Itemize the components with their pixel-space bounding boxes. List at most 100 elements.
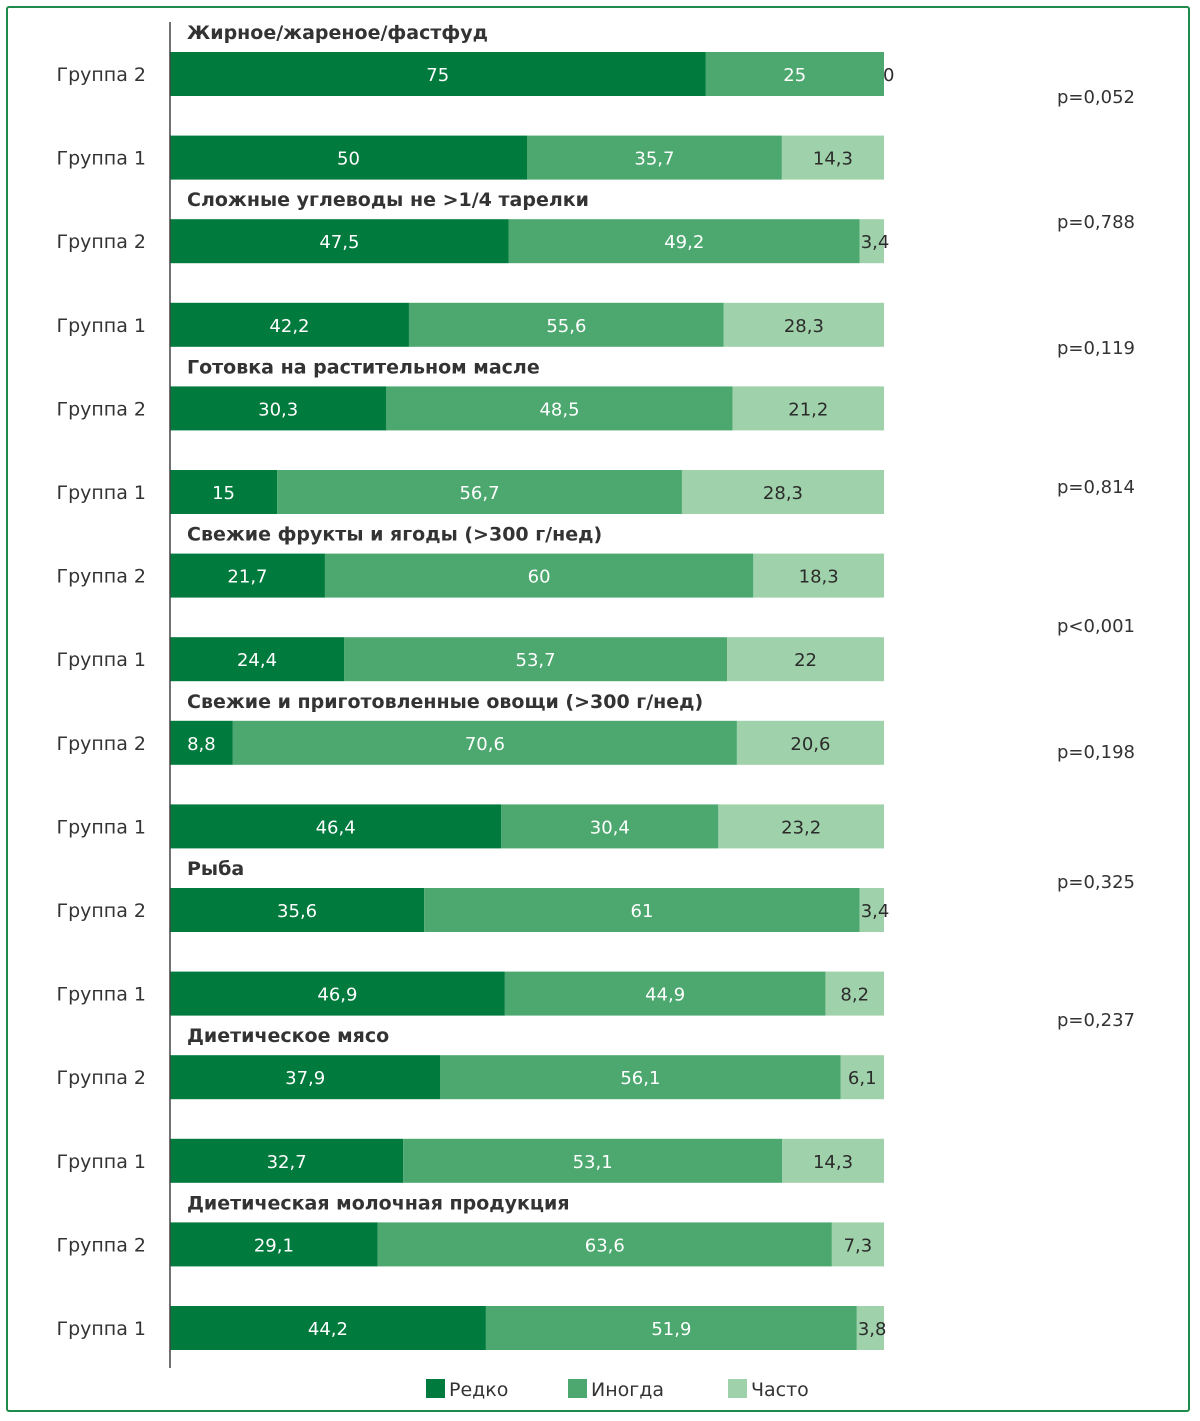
- bar-value-label: 3,4: [861, 901, 890, 922]
- bar-segment-cat5-row2-3: [718, 804, 884, 849]
- bar-segment-cat2-row2-2: [408, 302, 724, 347]
- bar-value-label: 55,6: [546, 316, 586, 337]
- group-label: Группа 2: [56, 733, 146, 755]
- bar-value-label: 70,6: [465, 734, 505, 755]
- group-label: Группа 1: [56, 984, 146, 1006]
- bar-segment-cat3-row2-1: [170, 470, 278, 514]
- legend-swatch-3: [728, 1379, 747, 1398]
- bar-value-label: 28,3: [784, 316, 824, 337]
- group-label: Группа 2: [56, 398, 146, 420]
- group-label: Группа 1: [56, 148, 146, 170]
- legend-swatch-2: [568, 1379, 587, 1398]
- p-value-label: p=0,325: [1057, 872, 1135, 893]
- group-label: Группа 2: [56, 64, 146, 86]
- bar-segment-cat4-row1-1: [170, 553, 325, 598]
- bar-value-label: 6,1: [848, 1068, 877, 1089]
- bar-value-label: 8,2: [840, 985, 869, 1006]
- bar-segment-cat3-row1-1: [170, 386, 387, 431]
- bar-value-label: 28,3: [763, 483, 803, 504]
- legend-swatch-1: [426, 1379, 445, 1398]
- group-label: Группа 2: [56, 231, 146, 253]
- bar-value-label: 15: [212, 483, 235, 504]
- bar-segment-cat4-row2-3: [727, 637, 884, 682]
- bar-value-label: 7,3: [844, 1235, 873, 1256]
- bar-value-label: 8,8: [187, 734, 216, 755]
- bar-segment-cat5-row2-2: [501, 804, 719, 849]
- p-value-label: p=0,788: [1057, 212, 1135, 233]
- bar-value-label: 30,3: [258, 399, 298, 420]
- bar-value-label: 46,9: [317, 985, 357, 1006]
- bar-value-label: 56,1: [620, 1068, 660, 1089]
- bar-value-label: 3,8: [858, 1319, 887, 1340]
- bar-segment-cat3-row1-2: [386, 386, 733, 431]
- bar-segment-cat6-row2-1: [170, 971, 505, 1016]
- p-value-label: p=0,119: [1057, 338, 1135, 359]
- category-title-6: Рыба: [187, 858, 244, 880]
- bar-value-label: 3,4: [861, 232, 890, 253]
- bar-segment-cat2-row1-1: [170, 219, 509, 264]
- p-value-label: p=0,814: [1057, 477, 1135, 498]
- legend-label-1: Редко: [449, 1379, 508, 1401]
- bar-value-label: 30,4: [590, 817, 630, 838]
- bar-segment-cat1-row1-2: [705, 52, 884, 96]
- bar-value-label: 75: [426, 65, 449, 86]
- bar-segment-cat5-row1-3: [736, 720, 884, 765]
- bar-value-label: 48,5: [539, 399, 579, 420]
- bar-segment-cat2-row2-3: [723, 302, 884, 347]
- bar-segment-cat8-row1-2: [377, 1222, 832, 1267]
- p-values-layer: p=0,052 p=0,788 p=0,119 p=0,814 p<0,001 p=0,1…: [1057, 87, 1135, 1031]
- p-value-label: p=0,237: [1057, 1010, 1135, 1031]
- group-label: Группа 2: [56, 900, 146, 922]
- bar-segment-cat5-row1-1: [170, 720, 233, 765]
- p-value-label: p=0,198: [1057, 742, 1135, 763]
- bar-value-label: 53,1: [573, 1152, 613, 1173]
- bar-segment-cat4-row2-2: [344, 637, 728, 682]
- bar-value-label: 46,4: [316, 817, 356, 838]
- category-title-4: Свежие фрукты и ягоды (>300 г/нед): [187, 524, 602, 546]
- bar-segment-cat3-row2-3: [681, 470, 884, 514]
- bar-value-label: 63,6: [585, 1235, 625, 1256]
- group-label: Группа 2: [56, 566, 146, 588]
- bar-value-label: 60: [528, 567, 551, 588]
- bar-value-label: 49,2: [664, 232, 704, 253]
- bar-segment-cat1-row2-3: [781, 135, 884, 180]
- group-label: Группа 1: [56, 816, 146, 838]
- bar-segment-cat7-row2-2: [403, 1138, 782, 1183]
- bars-layer: [169, 22, 884, 1368]
- bar-value-label: 29,1: [254, 1235, 294, 1256]
- bar-value-label: 35,7: [634, 149, 674, 170]
- bar-value-label: 53,7: [516, 650, 556, 671]
- bar-value-label: 32,7: [267, 1152, 307, 1173]
- bar-value-label: 24,4: [237, 650, 277, 671]
- bar-value-label: 21,7: [227, 567, 267, 588]
- bar-segment-cat6-row1-1: [170, 888, 425, 932]
- bar-segment-cat5-row1-2: [232, 720, 737, 765]
- group-label: Группа 1: [56, 1318, 146, 1340]
- bar-segment-cat5-row2-1: [170, 804, 502, 849]
- bar-value-label: 0: [883, 65, 894, 86]
- group-label: Группа 2: [56, 1067, 146, 1089]
- group-label: Группа 1: [56, 315, 146, 337]
- bar-segment-cat8-row2-2: [485, 1306, 857, 1350]
- bar-value-label: 14,3: [813, 1152, 853, 1173]
- bar-segment-cat2-row1-2: [508, 219, 860, 264]
- bar-segment-cat2-row1-3: [859, 219, 884, 264]
- bar-value-label: 61: [631, 901, 654, 922]
- bar-segment-cat3-row1-3: [732, 386, 884, 431]
- category-title-5: Свежие и приготовленные овощи (>300 г/не…: [187, 691, 703, 713]
- bar-value-label: 22: [794, 650, 817, 671]
- bar-segment-cat6-row1-3: [859, 888, 884, 932]
- category-title-2: Сложные углеводы не >1/4 тарелки: [187, 189, 589, 211]
- bar-segment-cat3-row2-2: [277, 470, 682, 514]
- bar-value-label: 47,5: [319, 232, 359, 253]
- bar-value-label: 44,2: [308, 1319, 348, 1340]
- bar-value-label: 21,2: [788, 399, 828, 420]
- bar-value-label: 20,6: [790, 734, 830, 755]
- group-label: Группа 1: [56, 482, 146, 504]
- bar-segment-cat4-row1-3: [753, 553, 884, 598]
- bar-segment-cat8-row1-3: [831, 1222, 884, 1267]
- p-value-label: p<0,001: [1057, 616, 1135, 637]
- bar-segment-cat8-row2-1: [170, 1306, 486, 1350]
- chart-frame: [6, 6, 1190, 1412]
